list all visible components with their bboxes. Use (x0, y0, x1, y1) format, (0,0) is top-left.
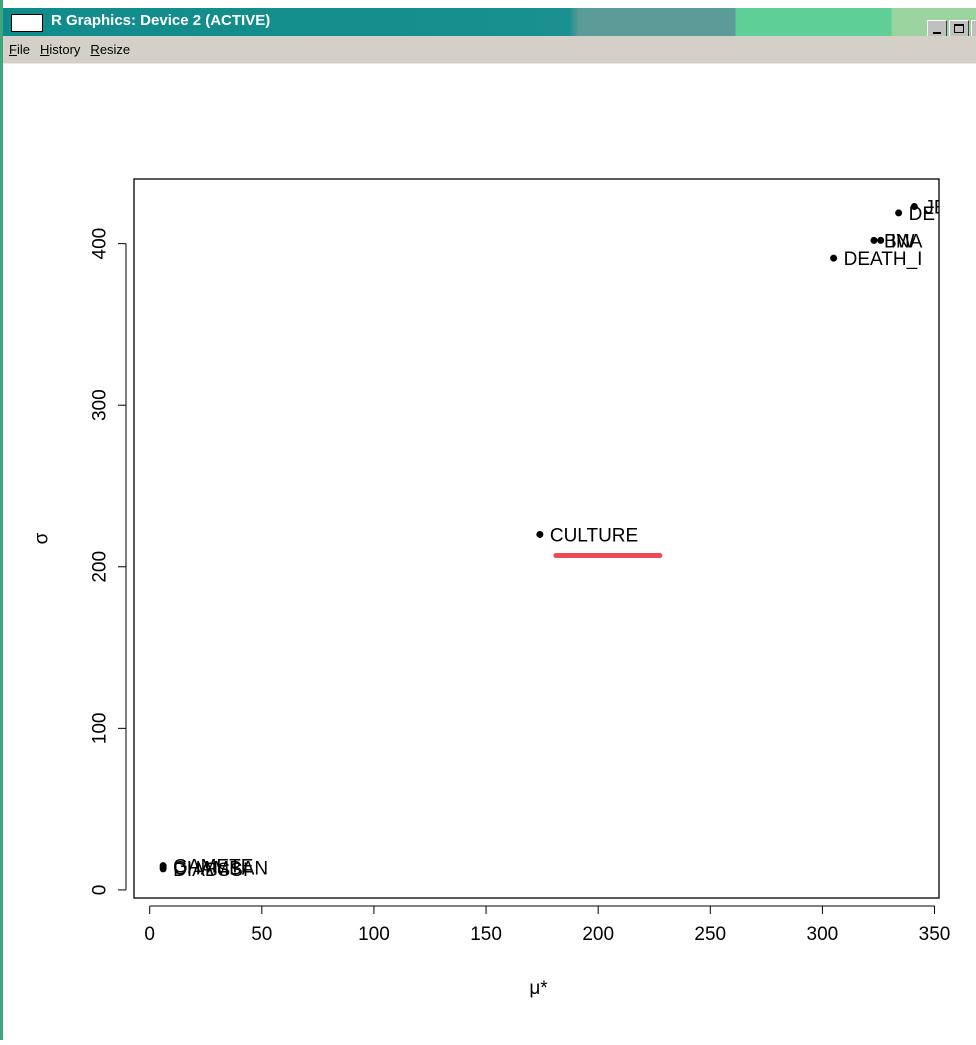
menu-file-accel: F (9, 42, 17, 57)
y-axis-title: σ (32, 532, 53, 544)
data-point (830, 254, 838, 262)
data-point (159, 865, 167, 873)
point-label: CULTURE (550, 525, 638, 546)
y-tick-label: 0 (90, 885, 111, 896)
x-tick-label: 100 (358, 924, 390, 945)
x-tick-label: 300 (807, 924, 839, 945)
point-label: DIABSSI (173, 860, 248, 881)
y-tick-label: 100 (90, 712, 111, 744)
point-label: BW (884, 231, 915, 252)
menu-resize[interactable]: Resize (90, 42, 130, 57)
data-point (536, 530, 544, 538)
point-label: DEATH_I (844, 249, 923, 270)
x-tick-label: 50 (251, 924, 272, 945)
point-label: JE (924, 197, 946, 218)
menu-bar: File History Resize (3, 36, 976, 64)
point-label: GAMETE (173, 857, 253, 878)
point-label: INA (891, 231, 923, 252)
window-title: R Graphics: Device 2 (ACTIVE) (51, 12, 271, 29)
window-icon[interactable] (11, 14, 43, 32)
maximize-button[interactable] (949, 20, 969, 39)
menu-file-label: ile (16, 42, 30, 57)
menu-file[interactable]: File (9, 42, 30, 57)
data-point (870, 236, 878, 244)
x-tick-label: 150 (470, 924, 502, 945)
x-tick-label: 0 (144, 924, 155, 945)
data-point (910, 202, 918, 210)
y-tick-label: 200 (90, 551, 111, 583)
menu-history[interactable]: History (40, 42, 80, 57)
x-axis-title: μ* (529, 978, 548, 999)
data-point (895, 209, 903, 217)
window-controls (927, 20, 976, 40)
menu-resize-label: esize (99, 42, 131, 57)
data-points: CULTUREDEATH_IBWINADEJEGAMETECHAMBANDIAB… (159, 197, 946, 881)
y-tick-label: 300 (90, 389, 111, 421)
x-tick-label: 250 (694, 924, 726, 945)
menu-history-label: istory (49, 42, 81, 57)
point-label: CHAMBAN (173, 858, 268, 879)
plot-canvas: 0 50 100 150 200 250 300 350 0 100 200 300 400 μ* σ CUL… (3, 64, 976, 1040)
title-bar[interactable]: R Graphics: Device 2 (ACTIVE) (3, 8, 976, 39)
plot-frame (133, 178, 940, 899)
data-point (877, 236, 885, 244)
y-tick-label: 400 (90, 228, 111, 260)
scatter-plot: 0 50 100 150 200 250 300 350 0 100 200 300 400 μ* σ CUL… (32, 178, 951, 999)
menu-history-accel: H (39, 42, 50, 57)
menu-resize-accel: R (90, 42, 100, 57)
x-tick-label: 350 (919, 924, 951, 945)
x-tick-label: 200 (582, 924, 614, 945)
